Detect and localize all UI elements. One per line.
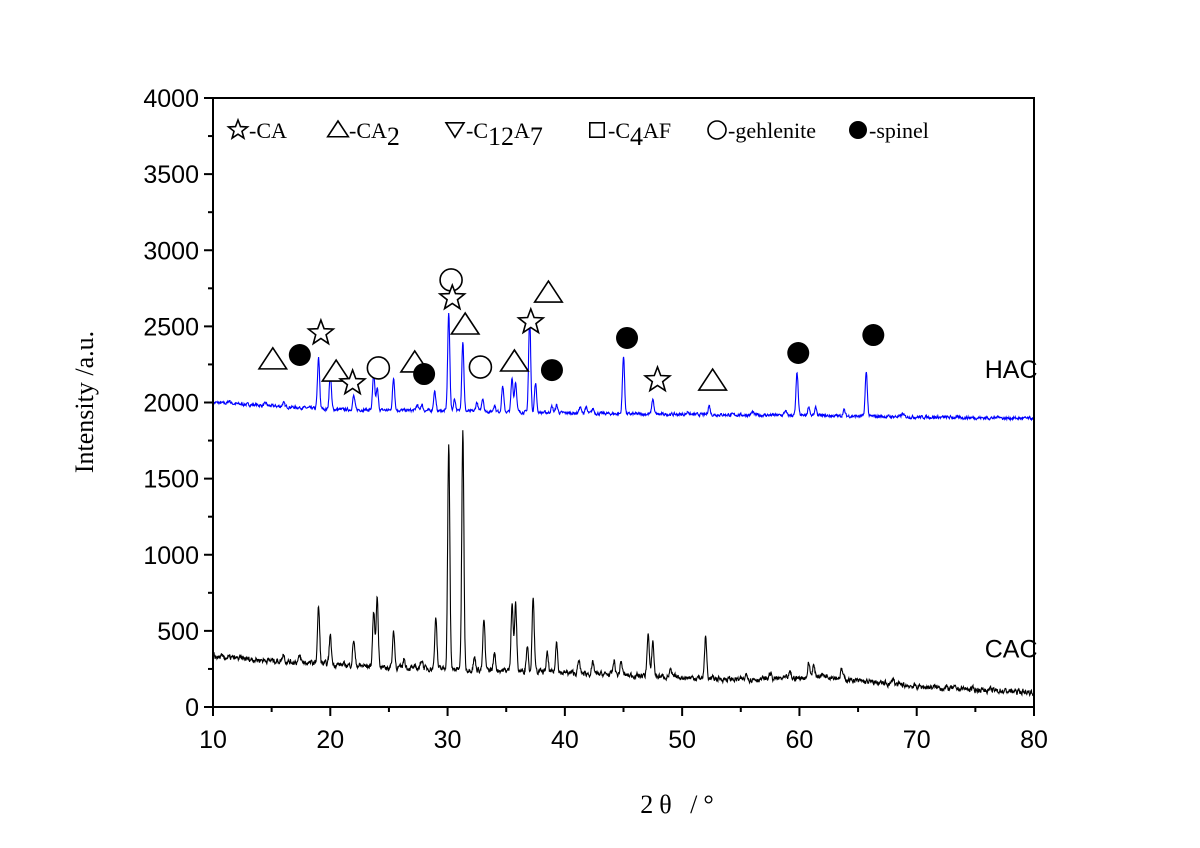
filled-circle-icon [288,343,311,366]
x-tick-label: 30 [434,726,462,754]
circle-icon [366,356,391,380]
legend-item-label: -CA2 [349,118,400,151]
series-line-hac [212,312,1035,422]
y-tick-label: 3500 [143,161,199,189]
star-icon [642,364,673,393]
legend-text-part: -spinel [869,118,929,143]
legend-item-label: -C4AF [608,118,671,151]
plot-frame [212,97,1035,708]
legend-text-part: A [514,118,530,143]
y-tick-label: 1500 [143,466,199,494]
series-line-cac [212,430,1035,698]
filled-circle-icon [862,324,885,347]
y-tick-label: 4000 [143,85,199,113]
square-icon [588,122,605,139]
legend: -CA -CA2 -C12A7 -C4AF -gehlenite -spinel [226,117,929,151]
x-tick-label: 40 [551,726,579,754]
star-icon [338,367,368,396]
x-tick-label: 50 [668,726,696,754]
circle-icon [707,120,727,140]
triangle-icon [697,367,728,391]
legend-text-part: -C [608,118,630,143]
circle-icon [468,355,493,379]
legend-item-label: -C12A7 [466,118,543,151]
filled-circle-icon [616,326,639,349]
x-tick-label: 80 [1020,726,1048,754]
legend-item-label: -CA [249,118,287,143]
triangle-icon [533,279,564,303]
legend-text-part: -C [466,118,488,143]
triangle-icon [326,119,350,138]
y-tick-label: 500 [157,618,199,646]
series-label-cac: CAC [985,635,1038,663]
triangle-icon [257,346,289,370]
legend-text-part: -gehlenite [728,118,816,143]
legend-subscript: 7 [530,122,543,151]
y-tick-label: 1000 [143,542,199,570]
legend-subscript: 2 [387,122,400,151]
y-tick-label: 2000 [143,390,199,418]
legend-item-label: -spinel [869,118,929,143]
star-icon [306,317,336,346]
series-label-hac: HAC [985,356,1038,384]
legend-text-part: -CA [349,118,387,143]
legend-text-part: AF [643,118,671,143]
y-tick-label: 3000 [143,237,199,265]
filled-circle-icon [787,342,810,365]
axes: 10 20 30 40 50 60 70 80 0 500 1000 1500 2000 2500 3000… [143,85,1048,754]
legend-subscript: 4 [630,122,643,151]
y-axis-title: Intensity /a.u. [70,331,99,473]
triangle-icon [449,311,481,335]
y-tick-label: 2500 [143,313,199,341]
x-axis-title: 2θ /° [640,790,720,819]
star-icon [516,306,546,335]
legend-subscript: 12 [488,122,514,151]
legend-text-part: -CA [249,118,287,143]
x-tick-label: 70 [903,726,931,754]
filled-circle-icon [413,363,436,386]
triangle-icon [320,358,352,382]
filled-circle-icon [849,121,867,139]
star-icon [437,282,467,311]
legend-item-label: -gehlenite [728,118,816,143]
series-layer: HAC CAC [212,312,1038,698]
star-icon [226,117,250,140]
x-tick-label: 60 [786,726,814,754]
x-tick-label: 10 [199,726,227,754]
x-tick-label: 20 [316,726,344,754]
y-tick-label: 0 [185,694,199,722]
triangle-icon [499,348,530,372]
triangle-down-icon [444,122,466,139]
phase-markers [257,268,885,396]
filled-circle-icon [540,359,563,382]
